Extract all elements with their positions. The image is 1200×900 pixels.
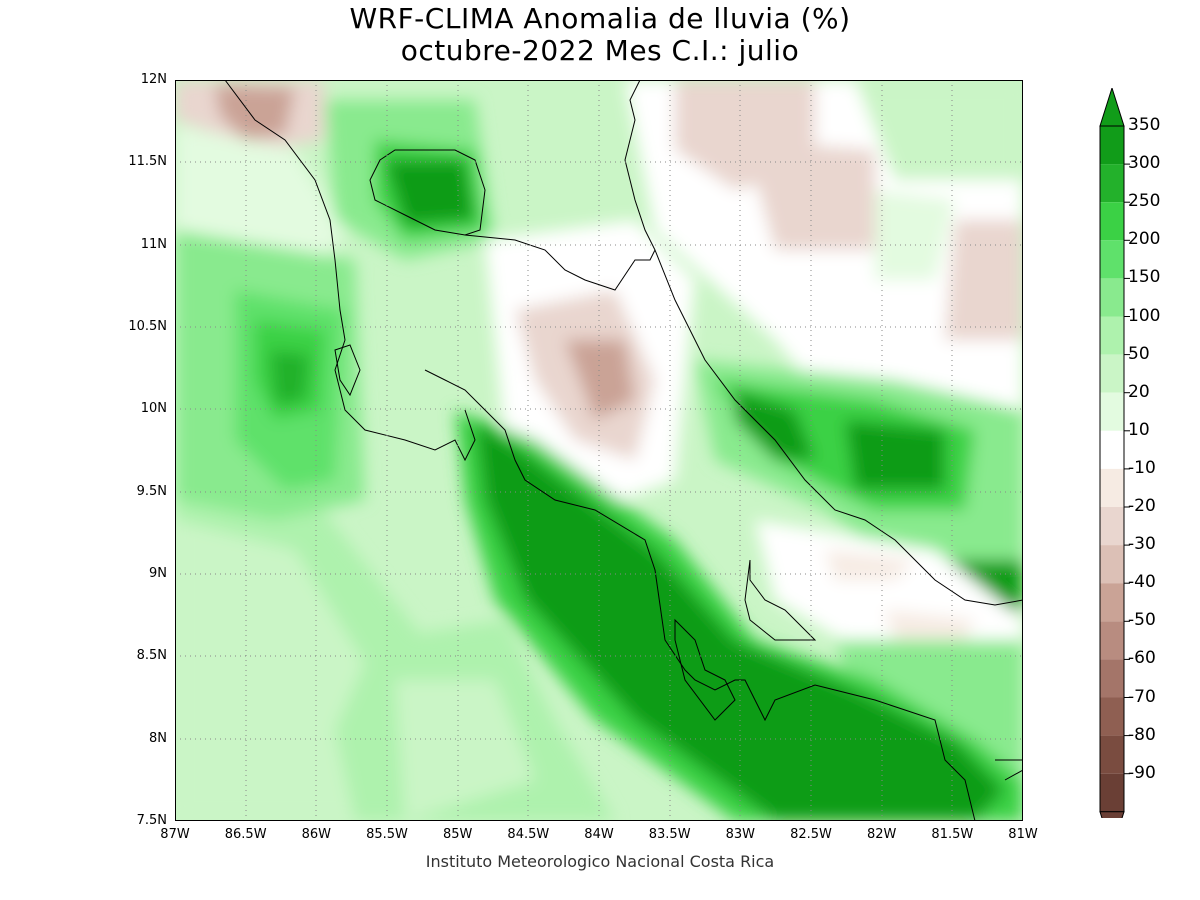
x-tick-label: 86.5W [224,827,267,842]
x-tick-label: 85.5W [366,827,408,842]
map-subtitle: octubre-2022 Mes C.I.: julio [400,34,800,67]
legend-swatch [1100,697,1124,736]
x-tick-label: 82W [866,827,897,842]
legend-swatch [1100,278,1124,317]
map-title: WRF-CLIMA Anomalia de lluvia (%) [349,2,851,35]
legend-swatch [1100,659,1124,698]
legend-label: -40 [1128,572,1156,593]
credit-text: Instituto Meteorologico Nacional Costa R… [425,852,775,871]
legend-label: -70 [1128,686,1156,707]
y-tick-label: 9N [149,566,167,581]
y-tick-label: 9.5N [136,483,167,499]
y-tick-label: 10N [140,401,167,417]
y-tick-label: 12N [140,72,167,87]
legend-swatch [1100,392,1124,431]
legend-swatch [1100,164,1124,203]
legend-arrow-top [1099,88,1125,127]
x-tick-label: 85W [442,827,473,842]
y-tick-label: 7.5N [136,813,167,828]
legend-label: -50 [1128,610,1156,631]
grid [175,80,1023,821]
legend-swatch [1100,621,1124,660]
legend-label: -60 [1128,648,1156,669]
legend-swatch [1100,735,1124,774]
legend-swatch [1100,240,1124,279]
legend-label: 200 [1128,229,1161,250]
y-tick-label: 8N [149,730,167,746]
legend-swatch [1100,430,1124,469]
x-tick-label: 83.5W [648,827,691,842]
y-tick-label: 10.5N [128,319,167,334]
legend-swatch [1100,545,1124,584]
anomaly-map [175,80,1023,821]
legend-label: -20 [1128,496,1156,516]
y-tick-label: 8.5N [136,648,167,664]
legend-label: 20 [1128,381,1150,402]
x-tick-label: 86W [301,827,332,842]
legend-label: 100 [1128,305,1161,326]
legend-label: 50 [1128,343,1150,364]
legend-label: -90 [1128,762,1156,783]
x-tick-label: 81W [1008,827,1038,842]
legend-swatch [1100,583,1124,622]
map-border [175,80,1023,821]
x-tick-label: 84.5W [507,827,550,842]
coastline [224,80,1023,821]
y-tick-label: 11N [140,236,167,252]
legend-swatch [1100,126,1124,165]
x-tick-label: 82.5W [790,827,832,842]
legend-label: 250 [1128,191,1161,212]
y-tick-label: 11.5N [128,154,167,170]
legend-label: 10 [1128,419,1150,440]
legend-label: 300 [1128,153,1161,174]
legend-swatch [1100,202,1124,241]
legend-label: -10 [1128,457,1156,478]
legend-swatch [1100,507,1124,546]
legend-label: -30 [1128,534,1156,555]
x-tick-label: 84W [584,827,614,842]
legend-swatch [1100,468,1124,507]
legend-label: 150 [1128,267,1161,288]
legend-swatch [1100,773,1124,812]
legend-label: -80 [1128,724,1156,745]
legend-swatch [1100,354,1124,393]
x-tick-label: 87W [160,827,190,842]
x-tick-label: 81.5W [931,827,974,842]
color-legend [1099,88,1130,818]
x-tick-label: 83W [725,827,756,842]
anomaly-field [175,80,1023,821]
map-frame [175,80,1023,821]
legend-swatch [1100,316,1124,355]
legend-arrow-bottom [1099,811,1125,818]
legend-label: 350 [1128,115,1161,135]
